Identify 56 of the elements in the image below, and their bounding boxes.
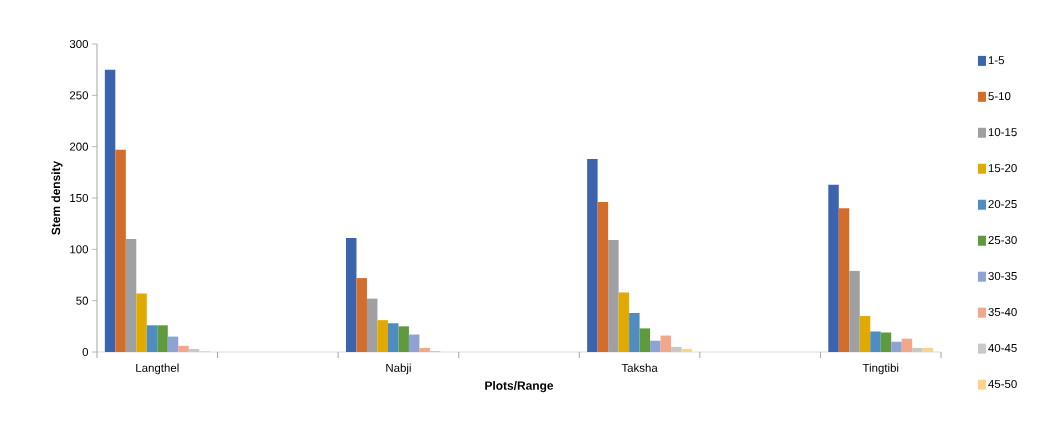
- bar: [618, 292, 630, 352]
- bar: [891, 341, 902, 352]
- bar: [901, 338, 913, 352]
- x-axis-title: Plots/Range: [485, 381, 554, 393]
- x-tick-label: Tingtibi: [862, 363, 899, 375]
- bar: [104, 69, 116, 352]
- legend-label: 40-45: [988, 343, 1017, 353]
- legend-label: 20-25: [988, 200, 1017, 209]
- bar: [870, 331, 881, 352]
- legend-label: 15-20: [988, 164, 1017, 173]
- bar: [408, 334, 420, 352]
- legend-label: 1-5: [988, 56, 1005, 65]
- bar: [587, 158, 598, 352]
- bar: [859, 316, 871, 352]
- y-tick-label: 100: [70, 245, 89, 254]
- y-tick-label: 0: [82, 347, 89, 357]
- legend-label: 35-40: [988, 307, 1017, 317]
- bar: [167, 336, 179, 352]
- bar: [146, 325, 158, 352]
- bar: [660, 335, 672, 352]
- legend-label: 45-50: [988, 379, 1017, 388]
- y-tick-label: 50: [76, 296, 89, 305]
- x-tick-label: Taksha: [621, 363, 658, 372]
- bar: [650, 340, 661, 352]
- bar: [345, 238, 357, 352]
- x-tick-label: Nabji: [386, 363, 411, 375]
- bar: [419, 347, 430, 352]
- y-tick-label: 300: [69, 39, 89, 49]
- bar: [188, 348, 200, 352]
- bar: [639, 328, 651, 352]
- bar: [597, 202, 609, 352]
- legend-label: 25-30: [988, 235, 1017, 245]
- bar: [157, 325, 168, 352]
- bar: [178, 345, 189, 352]
- bar: [398, 326, 409, 352]
- bar: [115, 149, 126, 352]
- bar: [681, 348, 693, 352]
- bar: [912, 347, 923, 352]
- bar: [828, 184, 839, 352]
- bar: [136, 293, 147, 352]
- y-tick-label: 150: [70, 193, 89, 203]
- bar: [838, 208, 850, 352]
- x-tick-label: Langthel: [136, 363, 179, 375]
- legend-label: 10-15: [988, 128, 1017, 137]
- y-axis-title: Stem density: [51, 160, 63, 235]
- bar: [356, 278, 367, 352]
- y-tick-label: 200: [69, 142, 89, 151]
- legend-label: 30-35: [988, 271, 1017, 281]
- bar: [387, 323, 399, 352]
- bar: [671, 346, 682, 352]
- legend-label: 5-10: [988, 92, 1011, 101]
- bar: [629, 312, 640, 352]
- y-tick-label: 250: [69, 91, 89, 100]
- bar: [922, 347, 934, 352]
- bar: [880, 332, 892, 352]
- bar: [377, 320, 388, 352]
